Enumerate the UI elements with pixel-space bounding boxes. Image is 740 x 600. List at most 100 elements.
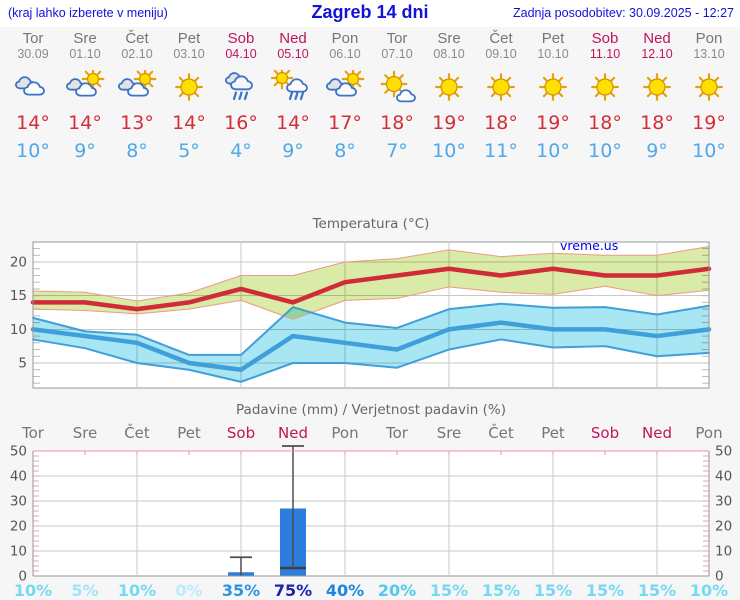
day-low-temp: 10°: [536, 140, 570, 162]
precip-probability: 10%: [14, 581, 52, 600]
day-icon-cell: [579, 62, 631, 110]
day-high-temp: 14°: [68, 112, 102, 134]
day-date: 03.10: [173, 47, 205, 61]
day-icon-cell: [683, 62, 735, 110]
y-axis-label: 20: [10, 255, 27, 271]
svg-text:Temperatura (°C): Temperatura (°C): [312, 216, 430, 232]
day-date: 11.10: [589, 47, 621, 61]
day-date: 13.10: [693, 47, 725, 61]
y-axis-label-left: 30: [10, 494, 27, 510]
day-name: Pon: [695, 30, 723, 47]
precip-day-label: Sob: [227, 424, 255, 442]
temp-min-band-edge: [32, 302, 710, 356]
precip-probability: 5%: [71, 581, 98, 600]
day-date: 02.10: [121, 47, 153, 61]
day-high-temp: 17°: [328, 112, 362, 134]
day-high-temp: 18°: [588, 112, 622, 134]
precip-probability: 75%: [274, 581, 312, 600]
y-axis-label-left: 20: [10, 519, 27, 535]
y-axis-label-right: 30: [715, 494, 732, 510]
sunny-icon: [435, 73, 463, 101]
temp-min-line: [30, 320, 712, 372]
day-icon-cell: [111, 62, 163, 110]
page-title: Zagreb 14 dni: [311, 2, 429, 22]
day-date: 01.10: [69, 47, 101, 61]
y-axis-label-right: 20: [715, 519, 732, 535]
y-axis-label-right: 0: [715, 569, 724, 585]
day-column: Pet 03.10 14° 5°: [163, 30, 215, 162]
day-column: Tor 30.09 14° 10°: [7, 30, 59, 162]
day-date: 08.10: [433, 47, 465, 61]
day-high-temp: 14°: [276, 112, 310, 134]
temperature-chart: Temperatura (°C) 5 10 15 20 vreme.us: [10, 216, 712, 389]
sun-rain-icon: [270, 66, 308, 101]
day-date: 30.09: [17, 47, 49, 61]
precip-probability: 35%: [222, 581, 260, 600]
day-high-temp: 18°: [380, 112, 414, 134]
day-name: Čet: [489, 30, 513, 47]
day-name: Pet: [177, 30, 201, 47]
sun-clouds-icon: [66, 67, 105, 97]
menu-hint: (kraj lahko izberete v meniju): [8, 6, 168, 20]
precip-day-label: Sre: [73, 424, 98, 442]
y-axis-label: 10: [10, 322, 27, 338]
precip-day-label: Pet: [541, 424, 565, 442]
day-column: Tor 07.10 18° 7°: [371, 30, 423, 162]
sunny-icon: [643, 73, 671, 101]
y-axis-label-left: 40: [10, 469, 27, 485]
day-name: Pet: [541, 30, 565, 47]
day-name: Pon: [331, 30, 359, 47]
header: (kraj lahko izberete v meniju) Zagreb 14…: [0, 0, 740, 27]
day-column: Sre 01.10 14° 9°: [59, 30, 111, 162]
day-icon-cell: [215, 62, 267, 110]
precipitation-chart: Padavine (mm) / Verjetnost padavin (%) To…: [10, 402, 732, 600]
plot-border: [32, 241, 710, 389]
precip-day-label: Sob: [591, 424, 619, 442]
day-icon-cell: [371, 62, 423, 110]
precip-day-label: Pon: [331, 424, 358, 442]
day-date: 09.10: [485, 47, 517, 61]
day-high-temp: 16°: [224, 112, 258, 134]
day-low-temp: 4°: [230, 140, 252, 162]
precip-day-label: Tor: [385, 424, 409, 442]
day-low-temp: 5°: [178, 140, 200, 162]
precip-day-label: Pon: [695, 424, 722, 442]
precip-probability: 40%: [326, 581, 364, 600]
day-column: Ned 05.10 14° 9°: [267, 30, 319, 162]
y-axis-label-left: 0: [18, 569, 27, 585]
day-high-temp: 19°: [536, 112, 570, 134]
day-name: Sob: [591, 30, 619, 47]
y-axis-label-left: 50: [10, 444, 27, 460]
sun-cloud-icon: [380, 70, 416, 103]
temp-min-band-edge: [32, 338, 710, 383]
day-icon-cell: [423, 62, 475, 110]
day-date: 07.10: [381, 47, 413, 61]
day-date: 06.10: [329, 47, 361, 61]
day-low-temp: 11°: [484, 140, 518, 162]
sunny-icon: [539, 73, 567, 101]
precip-day-label: Ned: [642, 424, 672, 442]
sunny-icon: [591, 73, 619, 101]
temp-min-band: [33, 303, 709, 382]
day-name: Tor: [386, 30, 408, 47]
y-axis-label-right: 50: [715, 444, 732, 460]
day-high-temp: 14°: [16, 112, 50, 134]
day-high-temp: 18°: [640, 112, 674, 134]
day-low-temp: 9°: [282, 140, 304, 162]
day-icon-cell: [631, 62, 683, 110]
precip-day-label: Čet: [124, 423, 150, 442]
watermark-link[interactable]: vreme.us: [560, 238, 618, 253]
precip-probability: 10%: [690, 581, 728, 600]
day-low-temp: 9°: [646, 140, 668, 162]
y-axis-label: 5: [18, 355, 27, 371]
precip-day-label: Tor: [21, 424, 45, 442]
day-column: Čet 09.10 18° 11°: [475, 30, 527, 162]
day-name: Ned: [279, 30, 307, 47]
day-name: Sob: [227, 30, 255, 47]
sun-clouds-icon: [326, 67, 365, 97]
day-low-temp: 10°: [432, 140, 466, 162]
day-date: 04.10: [225, 47, 257, 61]
temp-max-band-edge: [32, 246, 710, 302]
precip-day-label: Ned: [278, 424, 308, 442]
precip-probability: 15%: [534, 581, 572, 600]
